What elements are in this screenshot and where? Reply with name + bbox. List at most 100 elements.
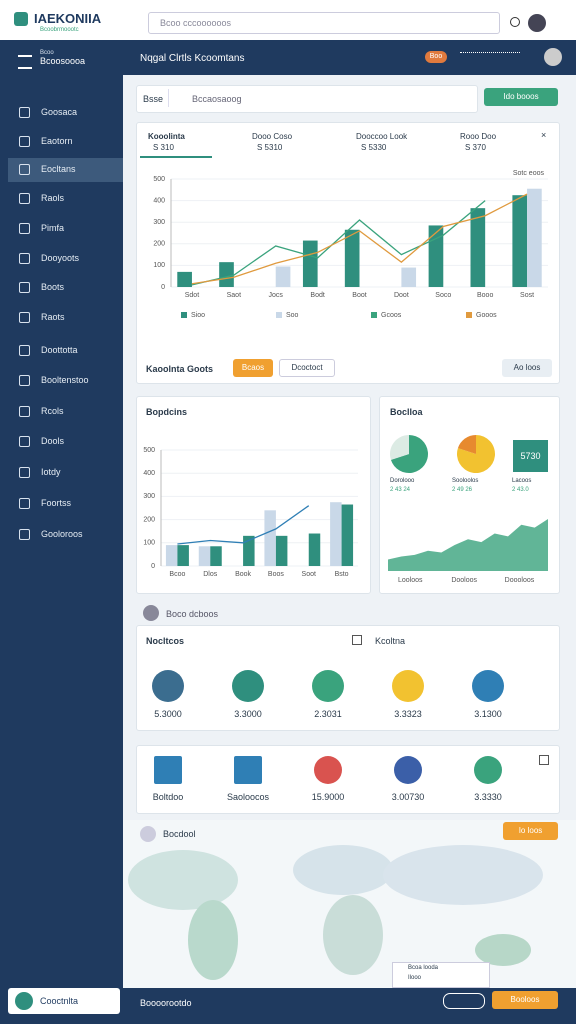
search-bar[interactable] — [148, 12, 500, 34]
search-text: Bcoo cccoooooos — [160, 18, 232, 28]
nav-icon — [19, 375, 30, 386]
legend-label: Gcoos — [381, 312, 402, 319]
pie-sub: 2 43 24 — [390, 487, 411, 493]
metric-value: 3.3323 — [394, 709, 422, 719]
menu-icon[interactable] — [18, 55, 32, 69]
pie-slice — [390, 435, 409, 460]
kpi-label: Lacoos — [512, 478, 532, 484]
avatar[interactable] — [528, 14, 546, 32]
nav-item[interactable]: Eocltans — [41, 164, 76, 174]
pie-chart — [390, 435, 428, 473]
pie-label: Dorolooo — [390, 478, 415, 484]
bar — [177, 545, 189, 566]
y-tick-label: 0 — [161, 284, 165, 291]
y-tick-label: 100 — [153, 262, 165, 269]
metric-icon — [232, 670, 264, 702]
left-chart: 0 100 200 300 400 500 Bcoo Dlos Book Boos Soot Bsto — [143, 447, 358, 578]
tab-value: S 5310 — [257, 143, 283, 152]
card-subtitle: Kcoltna — [375, 636, 406, 646]
tab-title[interactable]: Dooo Coso — [252, 132, 293, 141]
nav-item[interactable]: Eaotorn — [41, 136, 73, 146]
checkbox[interactable] — [352, 635, 362, 645]
y-tick-label: 400 — [153, 197, 165, 204]
annotation: Sotc eoos — [513, 170, 545, 177]
bar — [219, 262, 234, 287]
bar — [302, 240, 318, 287]
nav-item[interactable]: Foortss — [41, 498, 72, 508]
kpi-sub: 2 43.0 — [512, 487, 529, 493]
x-tick-label: Dlos — [203, 571, 218, 578]
avatar[interactable] — [544, 48, 562, 66]
nav-item[interactable]: Raots — [41, 312, 65, 322]
y-tick-label: 300 — [153, 219, 165, 226]
badge[interactable]: Boo — [425, 51, 447, 63]
nav-item[interactable]: Iotdy — [41, 467, 61, 477]
tab-title[interactable]: Kooolinta — [148, 132, 185, 141]
tab-value: S 5330 — [361, 143, 387, 152]
nav-item[interactable]: Dools — [41, 436, 65, 446]
map-legend-sub: Ilooo — [408, 975, 422, 981]
map-title: Bocdool — [163, 829, 196, 839]
tab-title[interactable]: Rooo Doo — [460, 132, 497, 141]
x-tick-label: Doot — [394, 292, 409, 299]
nav-item[interactable]: Dooyoots — [41, 253, 80, 263]
main-chart: 0 100 200 300 400 500 Sdot Saot Jocs Bodt Boot Doot… — [153, 170, 548, 319]
tab-title[interactable]: Dooccoo Look — [356, 132, 408, 141]
stat-icon — [394, 756, 422, 784]
logo — [14, 12, 28, 26]
link-button[interactable]: Ao loos — [502, 359, 552, 377]
toggle[interactable] — [443, 993, 485, 1009]
y-tick-label: 100 — [143, 540, 155, 547]
active-tab-indicator — [140, 156, 212, 158]
brand: IAEKONIIA — [34, 11, 102, 26]
bar — [177, 271, 192, 287]
bar — [341, 504, 354, 566]
search-button[interactable]: Ido booos — [484, 88, 558, 106]
legend-swatch — [276, 312, 282, 318]
map-legend — [392, 962, 490, 988]
checkbox[interactable] — [539, 755, 549, 765]
metric-icon — [472, 670, 504, 702]
nav-icon — [19, 436, 30, 447]
nav-item[interactable]: Booltenstoo — [41, 375, 89, 385]
nav-item[interactable]: Boots — [41, 282, 65, 292]
active-item[interactable] — [8, 158, 123, 182]
card-title: Boclloa — [390, 407, 423, 417]
bar — [401, 267, 417, 287]
sidebar-subheading: Bcoosoooa — [40, 56, 86, 66]
stat-label: 3.00730 — [391, 792, 425, 802]
icons[interactable] — [460, 52, 520, 63]
x-tick-label: Bsto — [335, 571, 349, 578]
y-tick-label: 200 — [153, 241, 165, 248]
primary-button[interactable]: Bcaos — [233, 359, 273, 377]
page-title: Nqgal Clrtls Kcoomtans — [140, 53, 245, 64]
avatar — [143, 605, 159, 621]
footer-button[interactable]: Booloos — [492, 991, 558, 1009]
bar — [527, 188, 542, 287]
nav-icon — [19, 345, 30, 356]
map-shapes — [128, 845, 543, 980]
sidebar-heading: Bcoo — [40, 50, 54, 56]
line — [191, 193, 528, 285]
search-input[interactable] — [168, 89, 475, 107]
nav-item[interactable]: Gooloroos — [41, 529, 83, 539]
icon — [140, 826, 156, 842]
nav-item[interactable]: Goosaca — [41, 107, 78, 117]
nav-item[interactable]: Raols — [41, 193, 65, 203]
stat-label: 3.3330 — [474, 792, 502, 802]
nav-item[interactable]: Doottotta — [41, 345, 78, 355]
legend-label: Soo — [286, 312, 299, 319]
icon[interactable] — [510, 17, 520, 27]
x-tick-label: Jocs — [269, 292, 284, 299]
line — [177, 505, 310, 545]
map-button[interactable]: Io loos — [503, 822, 558, 840]
bar — [198, 546, 211, 566]
close-icon[interactable]: × — [541, 130, 547, 140]
secondary-button[interactable]: Dcoctoct — [279, 359, 335, 377]
bar — [344, 229, 360, 287]
nav-item[interactable]: Pimfa — [41, 223, 65, 233]
area-label: Doooloos — [505, 577, 535, 584]
nav-item[interactable]: Rcols — [41, 406, 64, 416]
x-tick-label: Book — [235, 571, 251, 578]
